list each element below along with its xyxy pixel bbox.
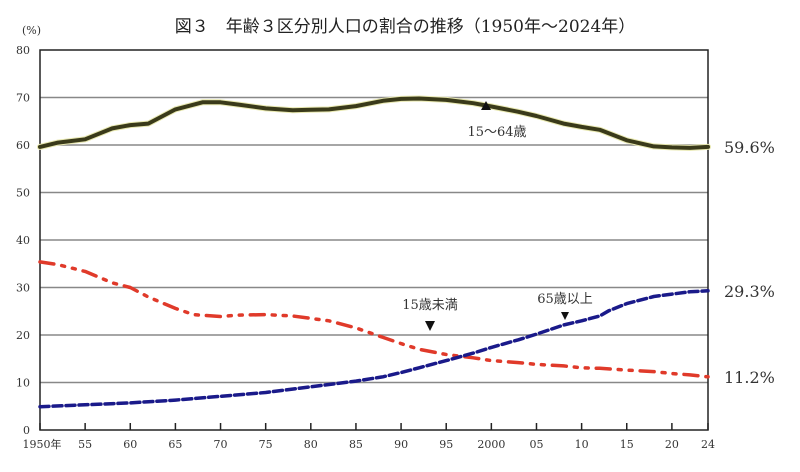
y-tick-label: 20 [16, 329, 30, 342]
x-tick-label: 05 [529, 438, 543, 451]
y-tick-label: 40 [16, 234, 30, 247]
y-tick-label: 0 [23, 424, 30, 437]
x-tick-label: 80 [304, 438, 318, 451]
y-axis-unit: (%) [22, 24, 41, 37]
end-value-label: 11.2% [724, 368, 775, 387]
x-tick-label: 75 [259, 438, 273, 451]
y-tick-label: 10 [16, 377, 30, 390]
gridlines [40, 96, 708, 384]
series-line-2 [38, 289, 710, 409]
x-tick-label: 15 [620, 438, 634, 451]
x-tick-label: 2000 [477, 438, 505, 451]
y-tick-label: 30 [16, 282, 30, 295]
x-tick-label: 55 [78, 438, 92, 451]
series-line-0 [38, 96, 710, 150]
x-tick-label: 10 [575, 438, 589, 451]
down-triangle-marker [425, 321, 435, 331]
x-tick-label: 90 [394, 438, 408, 451]
down-triangle-marker [561, 312, 569, 320]
chart-title: 図３ 年齢３区分別人口の割合の推移（1950年～2024年） [175, 17, 636, 37]
series-lines [37, 95, 711, 409]
series-label-15-64: 15～64歳 [467, 125, 526, 140]
y-tick-label: 80 [16, 44, 30, 57]
y-tick-label: 70 [16, 92, 30, 105]
x-tick-label: 95 [439, 438, 453, 451]
x-tick-label: 60 [123, 438, 137, 451]
series-label-under-15: 15歳未満 [402, 298, 458, 313]
up-triangle-marker [481, 101, 491, 110]
y-tick-label: 60 [16, 139, 30, 152]
end-value-label: 29.3% [724, 282, 775, 301]
x-tick-label: 20 [665, 438, 679, 451]
x-tick-label: 65 [168, 438, 182, 451]
x-tick-label: 85 [349, 438, 363, 451]
series-label-65-over: 65歳以上 [537, 292, 593, 307]
series-line-1 [38, 260, 710, 379]
axes: 0 10 20 30 40 50 60 70 80 1950年 55 60 65 70 75 80 85 90 95… [16, 44, 715, 451]
x-tick-label: 70 [214, 438, 228, 451]
end-value-label: 59.6% [724, 138, 775, 157]
x-tick-label: 1950年 [23, 437, 62, 451]
plot-frame [39, 49, 709, 431]
y-tick-label: 50 [16, 187, 30, 200]
labels: 59.6% 11.2% 29.3% 15～64歳 15歳未満 65歳以上 [402, 101, 775, 387]
x-tick-label: 24 [701, 438, 715, 451]
